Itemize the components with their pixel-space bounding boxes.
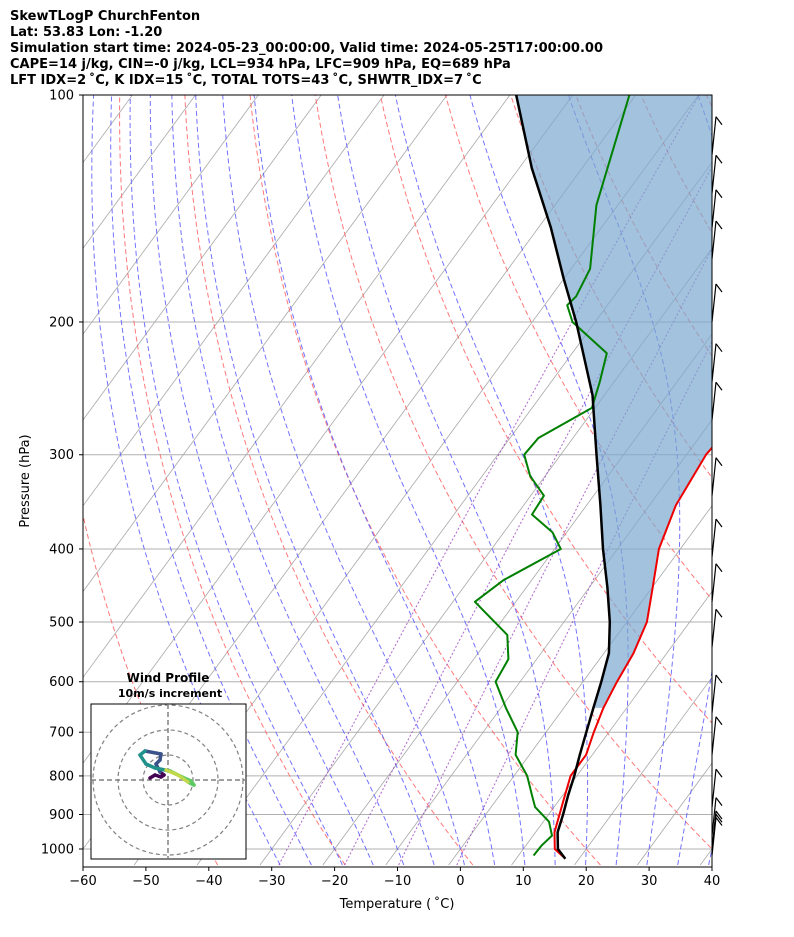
wind-barb [711,563,723,602]
wind-barb [711,608,723,648]
y-tick-label: 800 [49,769,74,784]
wind-barb [711,116,723,155]
x-tick-label: −60 [69,874,96,889]
x-axis-label: Temperature ( ˚C) [339,896,455,912]
isotherm [83,95,196,249]
isotherm [83,95,385,507]
hodograph-segment [138,753,148,766]
y-tick-label: 700 [49,726,74,741]
parcel-line [514,95,612,860]
y-tick-label: 1000 [41,843,74,858]
profile-lines [473,95,712,860]
y-tick-label: 500 [49,616,74,631]
hodograph-segment [143,749,163,756]
wind-barb [711,457,723,496]
wind-barb [711,817,723,856]
wind-barb [711,716,723,755]
isotherm [83,95,448,593]
inset-subtitle: 10m/s increment [118,687,222,700]
axis-ticks: −60 −50 −40 −30 −20 −10 0 10 20 30 40 1000 900 800 700… [41,89,720,890]
location-line: Lat: 53.83 Lon: -1.20 [10,25,163,40]
moist-adiabat [394,95,589,865]
wind-barb [711,674,723,713]
dry-adiabat [705,95,712,108]
isotherm [83,95,511,679]
isotherm [511,590,712,866]
wind-barb [711,381,723,421]
moist-adiabat [129,95,343,866]
hodograph-segment [176,773,190,784]
isotherm [574,676,712,866]
moist-adiabat [110,95,312,866]
cape-region [516,95,712,708]
inset-title: Wind Profile [127,671,210,685]
moist-adiabat [469,95,629,866]
moist-adiabat [171,95,405,866]
x-tick-label: 10 [515,874,532,889]
isotherm [448,505,712,866]
wind-barb [711,189,723,228]
x-tick-label: −30 [258,874,285,889]
y-tick-label: 100 [49,89,74,104]
temperature-line [553,446,712,860]
moist-adiabat [291,95,526,866]
y-tick-label: 900 [49,808,74,823]
wind-barb [711,220,723,260]
moist-adiabat [91,95,281,866]
x-tick-label: 0 [456,874,464,889]
wind-barbs [711,116,723,856]
dry-adiabat [314,95,712,850]
x-tick-label: −20 [321,874,348,889]
mixing-ratio-line [344,165,712,866]
moist-adiabat [253,95,496,866]
y-tick-label: 400 [49,542,74,557]
x-tick-label: 30 [641,874,658,889]
dry-adiabat [771,95,794,865]
x-tick-label: −50 [132,874,159,889]
wind-barb [711,343,723,382]
x-tick-label: −40 [195,874,222,889]
wind-barb [711,797,723,836]
wind-barb [711,283,723,323]
isotherm [83,95,259,335]
x-tick-label: −10 [384,874,411,889]
time-line: Simulation start time: 2024-05-23_00:00:… [10,41,603,56]
cape-line: CAPE=14 j/kg, CIN=-0 j/kg, LCL=934 hPa, … [10,57,511,72]
mixing-ratio-line [278,95,700,866]
moist-adiabat [708,846,712,866]
wind-barb [711,768,723,808]
moist-adiabat [222,95,465,866]
wind-barb [711,154,723,194]
dewpoint-line [473,95,631,857]
moist-adiabat [195,95,435,866]
y-tick-label: 300 [49,448,74,463]
hodograph-segment [164,768,180,777]
isotherm [259,247,712,866]
moist-adiabat [149,95,374,866]
dry-adiabat [184,95,474,866]
chart-title: SkewTLogP ChurchFenton [10,9,201,24]
dry-adiabat [119,95,346,866]
dry-adiabat [249,95,601,866]
wind-barb [711,518,723,558]
x-tick-label: 20 [578,874,595,889]
moist-adiabat [337,95,556,866]
wind-profile-inset [90,703,247,860]
isotherm [83,95,322,421]
x-tick-label: 40 [704,874,721,889]
y-tick-label: 600 [49,675,74,690]
indices-line: LFT IDX=2 ˚C, K IDX=15 ˚C, TOTAL TOTS=43… [10,73,482,88]
cape-fill [516,95,712,708]
dry-adiabat [379,95,712,724]
y-axis-label: Pressure (hPa) [18,434,33,527]
y-tick-label: 200 [49,315,74,330]
